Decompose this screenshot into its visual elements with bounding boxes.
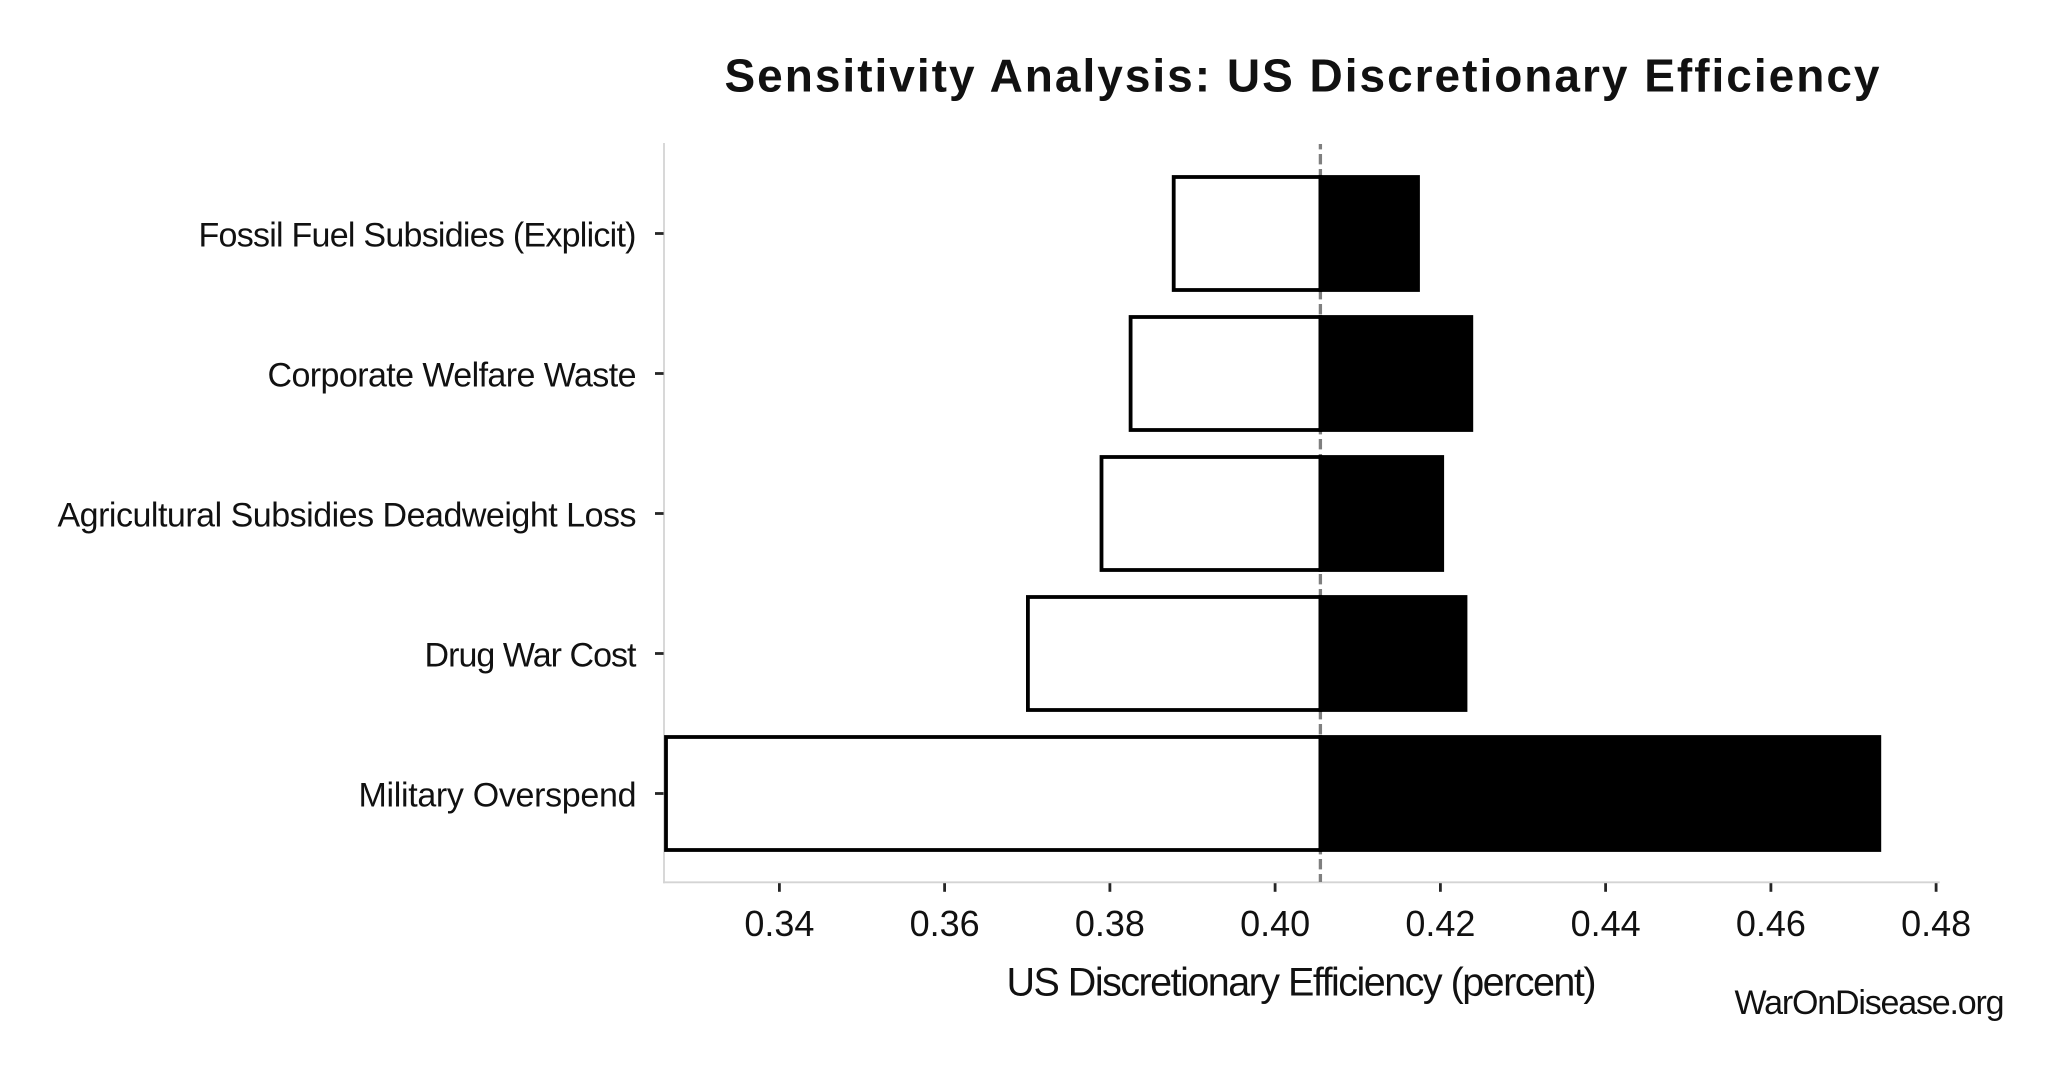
svg-text:US Discretionary Efficiency (p: US Discretionary Efficiency (percent): [1007, 961, 1597, 1005]
svg-text:0.42: 0.42: [1405, 903, 1475, 944]
svg-text:0.34: 0.34: [744, 903, 814, 944]
svg-text:Drug War Cost: Drug War Cost: [425, 637, 638, 675]
svg-text:WarOnDisease.org: WarOnDisease.org: [1735, 984, 2005, 1022]
svg-text:Sensitivity Analysis: US Discr: Sensitivity Analysis: US Discretionary E…: [725, 50, 1880, 102]
svg-text:0.46: 0.46: [1736, 903, 1806, 944]
svg-text:Military Overspend: Military Overspend: [359, 777, 637, 815]
svg-text:0.44: 0.44: [1571, 903, 1641, 944]
svg-text:0.48: 0.48: [1901, 903, 1971, 944]
svg-text:0.38: 0.38: [1075, 903, 1145, 944]
svg-text:0.40: 0.40: [1240, 903, 1310, 944]
svg-text:Fossil Fuel Subsidies (Explici: Fossil Fuel Subsidies (Explicit): [199, 217, 637, 255]
svg-text:Corporate Welfare Waste: Corporate Welfare Waste: [268, 357, 637, 395]
svg-text:Agricultural Subsidies Deadwei: Agricultural Subsidies Deadweight Loss: [58, 497, 637, 535]
svg-text:0.36: 0.36: [910, 903, 980, 944]
